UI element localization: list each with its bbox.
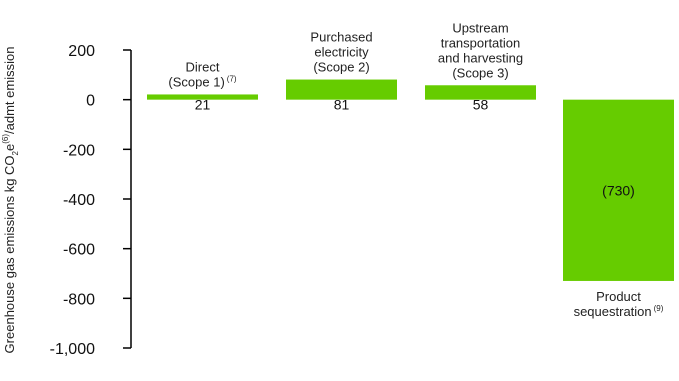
bar-value-label: 58 (473, 96, 489, 112)
bar (286, 79, 397, 100)
category-label: Product (596, 289, 641, 304)
bar-value-label: 81 (334, 96, 350, 112)
y-tick-label: 200 (68, 43, 95, 60)
category-label: electricity (314, 45, 369, 60)
bar-value-label: (730) (602, 182, 635, 198)
category-label: and harvesting (438, 50, 523, 65)
category-label: Purchased (310, 30, 372, 45)
y-tick-label: -800 (63, 291, 95, 308)
bar (563, 99, 674, 281)
y-tick-label: -1,000 (50, 341, 95, 358)
y-tick-label: -200 (63, 142, 95, 159)
bar (147, 94, 258, 100)
category-label: Upstream (452, 20, 508, 35)
bar (425, 85, 536, 100)
category-label: (Scope 1) (7) (168, 74, 236, 89)
category-label: sequestration (9) (574, 304, 664, 319)
category-label: (Scope 3) (452, 65, 508, 80)
category-label: Direct (186, 59, 220, 74)
y-axis-title: Greenhouse gas emissions kg CO2e(6)/admt… (1, 47, 20, 354)
y-tick-label: 0 (86, 93, 95, 110)
category-label: transportation (441, 35, 521, 50)
y-tick-label: -400 (63, 192, 95, 209)
y-tick-label: -600 (63, 242, 95, 259)
category-label: (Scope 2) (313, 60, 369, 75)
bar-value-label: 21 (195, 96, 211, 112)
